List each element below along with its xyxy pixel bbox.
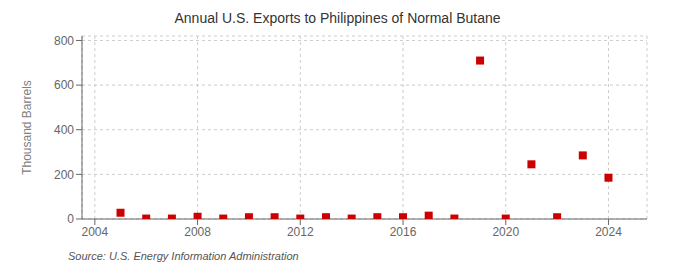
svg-text:0: 0 [67, 212, 74, 226]
svg-text:400: 400 [54, 123, 74, 137]
svg-text:2024: 2024 [595, 225, 622, 239]
svg-text:2012: 2012 [287, 225, 314, 239]
svg-text:Thousand Barrels: Thousand Barrels [20, 80, 34, 175]
svg-text:2020: 2020 [492, 225, 519, 239]
svg-text:2004: 2004 [81, 225, 108, 239]
svg-text:2016: 2016 [390, 225, 417, 239]
svg-text:200: 200 [54, 168, 74, 182]
svg-text:2008: 2008 [184, 225, 211, 239]
html-text:Source: U.S. Energy Informatio: Source: U.S. Energy Information Administ… [68, 250, 299, 262]
svg-text:800: 800 [54, 34, 74, 48]
html-text:Annual U.S. Exports to Philipp: Annual U.S. Exports to Philippines of No… [174, 10, 501, 26]
svg-text:600: 600 [54, 78, 74, 92]
